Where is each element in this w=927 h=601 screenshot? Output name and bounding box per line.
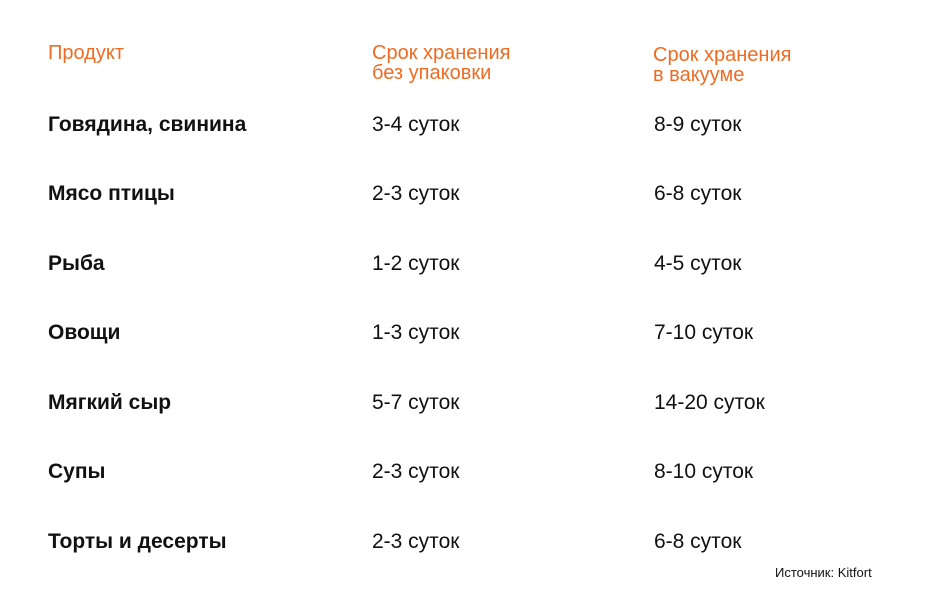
no-pack-value: 2-3 суток <box>372 460 460 483</box>
header-vacuum-line1: Срок хранения <box>653 44 792 66</box>
product-name: Супы <box>48 460 106 483</box>
table-row: Мягкий сыр 5-7 суток 14-20 суток <box>0 388 927 418</box>
table-row: Супы 2-3 суток 8-10 суток <box>0 457 927 487</box>
no-pack-value: 1-2 суток <box>372 252 460 275</box>
vacuum-value: 8-9 суток <box>654 113 742 136</box>
vacuum-value: 8-10 суток <box>654 460 754 483</box>
no-pack-value: 1-3 суток <box>372 321 460 344</box>
no-pack-value: 5-7 суток <box>372 391 460 414</box>
vacuum-value: 14-20 суток <box>654 391 765 414</box>
product-name: Говядина, свинина <box>48 113 247 136</box>
product-name: Овощи <box>48 321 121 344</box>
vacuum-value: 6-8 суток <box>654 182 742 205</box>
vacuum-value: 6-8 суток <box>654 530 742 553</box>
table-row: Рыба 1-2 суток 4-5 суток <box>0 249 927 279</box>
table-row: Торты и десерты 2-3 суток 6-8 суток <box>0 527 927 557</box>
product-name: Мягкий сыр <box>48 391 172 414</box>
header-no-pack-line2: без упаковки <box>372 62 492 84</box>
vacuum-value: 7-10 суток <box>654 321 754 344</box>
product-name: Рыба <box>48 252 105 275</box>
header-no-pack-line1: Срок хранения <box>372 42 511 64</box>
no-pack-value: 2-3 суток <box>372 530 460 553</box>
table-row: Говядина, свинина 3-4 суток 8-9 суток <box>0 110 927 140</box>
table-row: Овощи 1-3 суток 7-10 суток <box>0 318 927 348</box>
vacuum-value: 4-5 суток <box>654 252 742 275</box>
product-name: Торты и десерты <box>48 530 227 553</box>
no-pack-value: 3-4 суток <box>372 113 460 136</box>
source-note: Источник: Kitfort <box>775 565 872 580</box>
header-vacuum: Срок хранения в вакууме <box>653 45 893 85</box>
product-name: Мясо птицы <box>48 182 175 205</box>
table-row: Мясо птицы 2-3 суток 6-8 суток <box>0 179 927 209</box>
header-product: Продукт <box>48 42 124 64</box>
header-vacuum-line2: в вакууме <box>653 64 745 86</box>
no-pack-value: 2-3 суток <box>372 182 460 205</box>
header-no-pack: Срок хранения без упаковки <box>372 43 612 83</box>
